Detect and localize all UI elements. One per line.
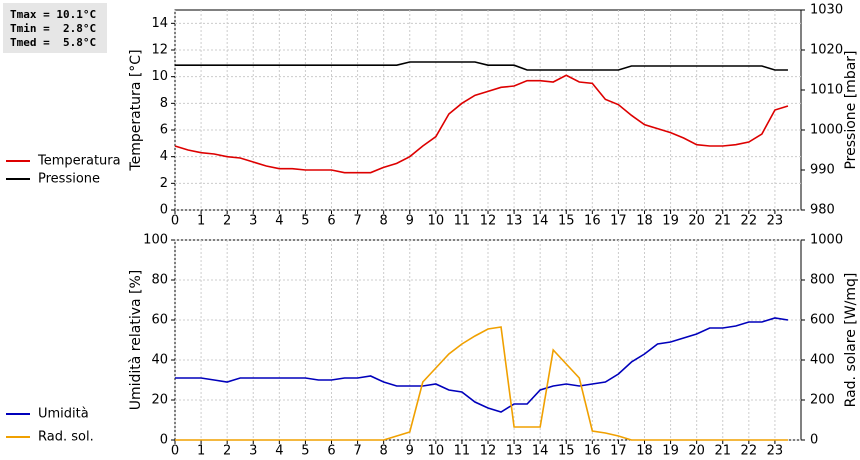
y2-tick-label: 1000 [810, 123, 843, 138]
x-tick-label: 21 [714, 444, 731, 459]
y-tick-label: 60 [151, 313, 168, 328]
y-tick-label: 0 [160, 433, 168, 448]
x-tick-label: 14 [532, 214, 549, 229]
x-tick-label: 2 [223, 444, 231, 459]
x-tick-label: 14 [532, 444, 549, 459]
x-tick-label: 17 [610, 214, 627, 229]
x-tick-label: 16 [584, 214, 601, 229]
x-tick-label: 5 [301, 444, 309, 459]
stat-tmin: Tmin = 2.8°C [10, 22, 96, 35]
x-tick-label: 10 [428, 214, 445, 229]
series-line [175, 317, 789, 413]
legend-label: Rad. sol. [38, 430, 94, 445]
y-tick-label: 10 [151, 69, 168, 84]
x-tick-label: 12 [480, 444, 497, 459]
y-tick-label: 8 [160, 96, 168, 111]
x-tick-label: 3 [249, 214, 257, 229]
legend-label: Temperatura [37, 154, 121, 169]
stat-tmed: Tmed = 5.8°C [10, 36, 96, 49]
y-tick-label: 100 [143, 233, 168, 248]
x-tick-label: 8 [380, 214, 388, 229]
x-tick-label: 11 [454, 214, 471, 229]
x-tick-label: 3 [249, 444, 257, 459]
y2-axis-title: Pressione [mbar] [843, 50, 859, 169]
x-tick-label: 6 [327, 444, 335, 459]
x-tick-label: 21 [714, 214, 731, 229]
x-tick-label: 22 [741, 214, 758, 229]
x-tick-label: 9 [406, 214, 414, 229]
x-tick-label: 2 [223, 214, 231, 229]
x-tick-label: 15 [558, 214, 575, 229]
x-tick-label: 1 [197, 444, 205, 459]
y2-tick-label: 800 [810, 273, 835, 288]
y-axis-title: Umidità relativa [%] [128, 270, 144, 411]
x-tick-label: 8 [380, 444, 388, 459]
x-tick-label: 17 [610, 444, 627, 459]
x-tick-label: 6 [327, 214, 335, 229]
y-tick-label: 14 [151, 16, 168, 31]
x-tick-label: 7 [353, 444, 361, 459]
y2-tick-label: 1030 [810, 3, 843, 18]
x-tick-label: 4 [275, 444, 283, 459]
y-tick-label: 80 [151, 273, 168, 288]
y2-tick-label: 980 [810, 203, 835, 218]
y-tick-label: 4 [160, 149, 168, 164]
legend-label: Pressione [38, 172, 100, 187]
x-tick-label: 4 [275, 214, 283, 229]
y-tick-label: 0 [160, 203, 168, 218]
x-tick-label: 23 [767, 214, 784, 229]
y-tick-label: 12 [151, 43, 168, 58]
y2-tick-label: 600 [810, 313, 835, 328]
x-tick-label: 18 [636, 444, 653, 459]
x-tick-label: 1 [197, 214, 205, 229]
series-line [175, 326, 788, 441]
x-tick-label: 20 [688, 214, 705, 229]
x-tick-label: 20 [688, 444, 705, 459]
y-tick-label: 20 [151, 393, 168, 408]
y2-tick-label: 1000 [810, 233, 843, 248]
legend-label: Umidità [38, 407, 89, 422]
y2-tick-label: 200 [810, 393, 835, 408]
x-tick-label: 5 [301, 214, 309, 229]
x-tick-label: 23 [767, 444, 784, 459]
x-tick-label: 9 [406, 444, 414, 459]
x-tick-label: 7 [353, 214, 361, 229]
series-line [175, 61, 788, 71]
y-tick-label: 40 [151, 353, 168, 368]
y-tick-label: 2 [160, 176, 168, 191]
x-tick-label: 22 [741, 444, 758, 459]
x-tick-label: 0 [171, 214, 179, 229]
x-tick-label: 18 [636, 214, 653, 229]
x-tick-label: 10 [428, 444, 445, 459]
stats-box [3, 3, 107, 53]
x-tick-label: 12 [480, 214, 497, 229]
stat-tmax: Tmax = 10.1°C [10, 8, 96, 21]
y2-tick-label: 0 [810, 433, 818, 448]
x-tick-label: 19 [662, 444, 679, 459]
series-line [174, 74, 789, 174]
x-tick-label: 13 [506, 214, 523, 229]
y-tick-label: 6 [160, 123, 168, 138]
y-axis-title: Temperatura [°C] [128, 49, 144, 171]
y2-tick-label: 1010 [810, 83, 843, 98]
x-tick-label: 11 [454, 444, 471, 459]
x-tick-label: 16 [584, 444, 601, 459]
y2-tick-label: 990 [810, 163, 835, 178]
y2-tick-label: 400 [810, 353, 835, 368]
y2-tick-label: 1020 [810, 43, 843, 58]
x-tick-label: 19 [662, 214, 679, 229]
x-tick-label: 13 [506, 444, 523, 459]
x-tick-label: 15 [558, 444, 575, 459]
y2-axis-title: Rad. solare [W/mq] [843, 273, 859, 408]
x-tick-label: 0 [171, 444, 179, 459]
